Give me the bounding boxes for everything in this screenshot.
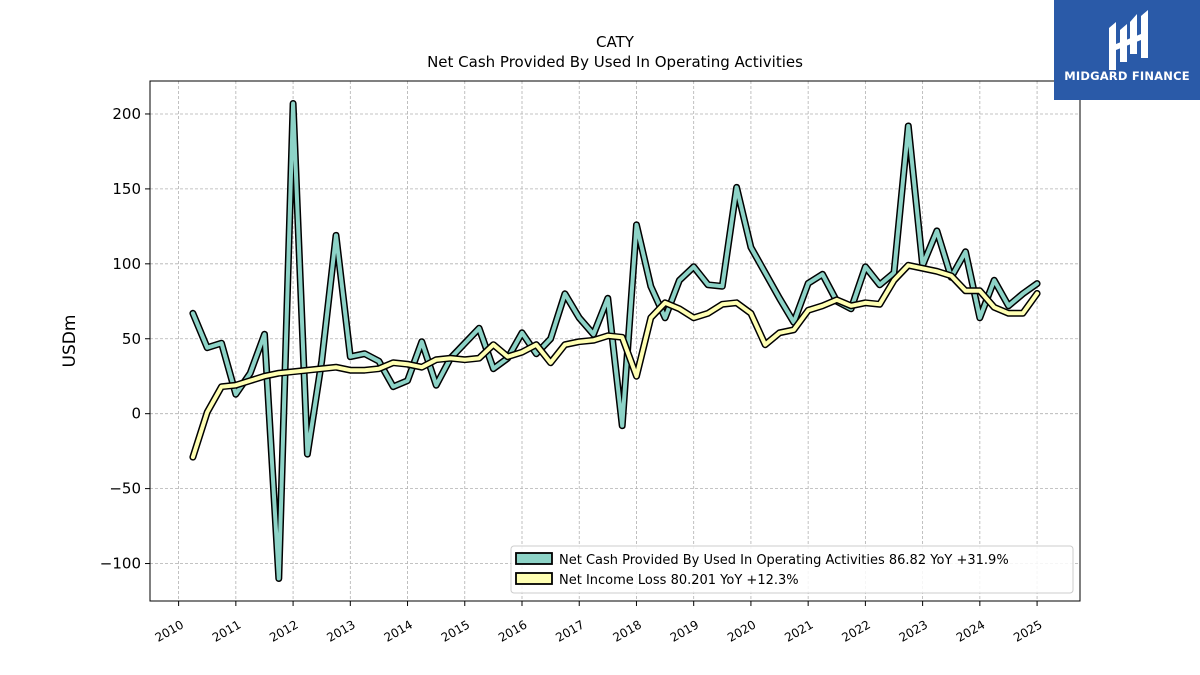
y-tick-label: 100 [112,255,141,273]
x-tick-label: 2024 [954,617,987,644]
legend-swatch-2 [515,572,553,585]
x-tick-label: 2010 [153,617,186,644]
x-tick-label: 2016 [496,617,529,644]
y-tick-label: 200 [112,105,141,123]
x-tick-label: 2019 [668,617,701,644]
legend-label-1: Net Cash Provided By Used In Operating A… [559,553,1009,568]
y-axis-label: USDm [60,315,80,368]
x-tick-label: 2022 [839,617,872,644]
x-tick-label: 2025 [1011,617,1044,644]
legend-label-2: Net Income Loss 80.201 YoY +12.3% [559,573,799,588]
x-tick-label: 2020 [725,617,758,644]
chart-subtitle: Net Cash Provided By Used In Operating A… [427,53,803,71]
x-tick-label: 2017 [553,617,586,644]
legend-box [510,545,1074,594]
x-tick-label: 2023 [897,617,930,644]
y-tick-label: 50 [122,330,141,348]
y-tick-label: −100 [100,555,141,573]
x-tick-label: 2018 [611,617,644,644]
x-tick-label: 2011 [210,617,243,644]
x-tick-label: 2014 [382,617,415,644]
x-tick-label: 2013 [324,617,357,644]
y-tick-label: −50 [109,480,141,498]
chart-title: CATY [596,33,635,51]
y-tick-label: 0 [131,405,141,423]
plot-frame [149,80,1081,602]
brand-logo: MIDGARD FINANCE [1054,0,1200,100]
brand-name: MIDGARD FINANCE [1064,69,1190,83]
series-1-line [190,101,1040,581]
series-1-outline [189,100,1041,582]
y-tick-label: 150 [112,180,141,198]
x-tick-label: 2012 [267,617,300,644]
brand-mark-icon [1109,10,1148,70]
x-tick-label: 2021 [782,617,815,644]
series-2-line [190,263,1040,460]
x-tick-label: 2015 [439,617,472,644]
legend-swatch-1 [515,552,553,565]
